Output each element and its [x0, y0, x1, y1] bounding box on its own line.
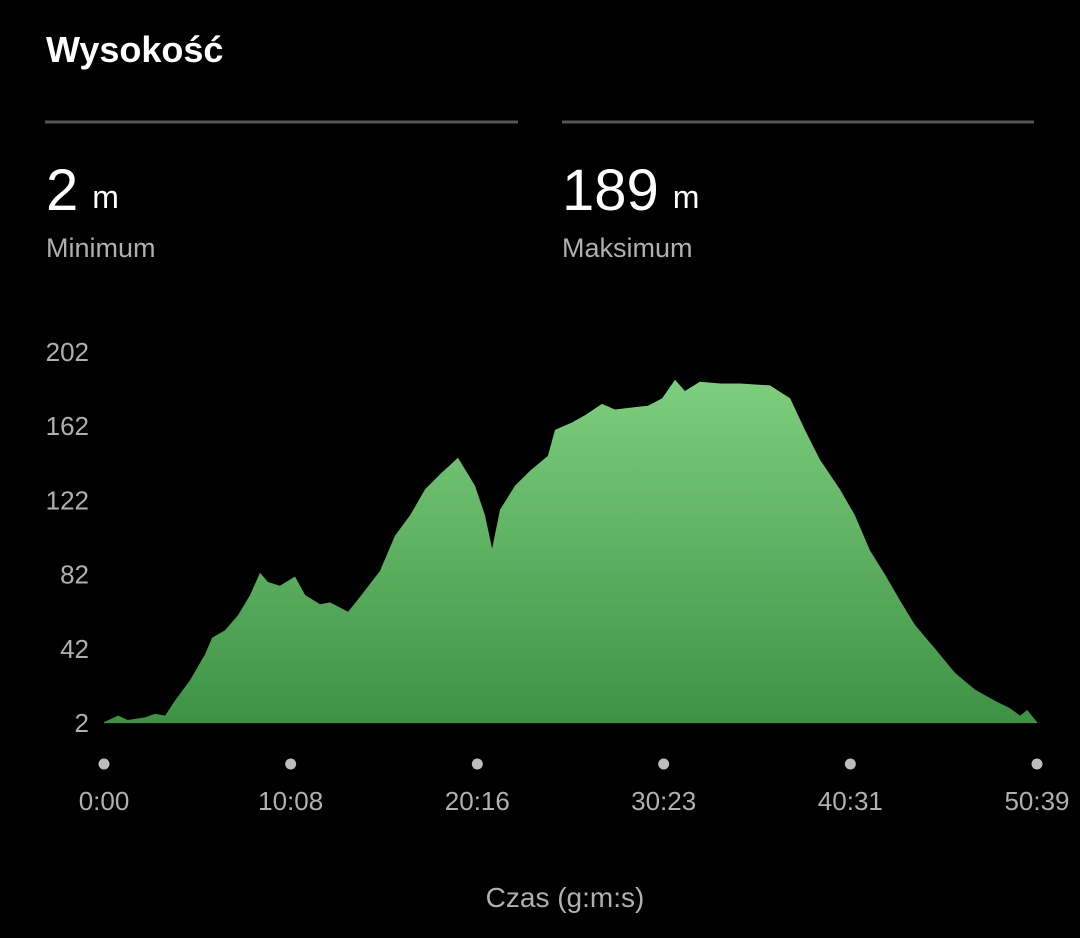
- stat-label: Minimum: [46, 233, 156, 263]
- title: Wysokość: [46, 29, 223, 70]
- elevation-area: [104, 379, 1037, 723]
- x-tick-dot: [98, 758, 110, 770]
- stat-unit: m: [673, 179, 700, 215]
- x-tick-label: 20:16: [445, 786, 510, 816]
- x-tick-label: 40:31: [818, 786, 883, 816]
- x-tick-dot: [844, 758, 856, 770]
- y-tick-label: 42: [60, 634, 89, 664]
- x-tick-label: 30:23: [631, 786, 696, 816]
- y-tick-label: 82: [60, 560, 89, 590]
- x-tick-dot: [658, 758, 670, 770]
- x-tick-label: 50:39: [1004, 786, 1069, 816]
- x-tick-label: 0:00: [79, 786, 130, 816]
- y-tick-label: 162: [46, 411, 89, 441]
- stat-value: 2: [46, 158, 78, 223]
- stat-unit: m: [92, 179, 119, 215]
- x-tick-dot: [471, 758, 483, 770]
- x-tick-dot: [1031, 758, 1043, 770]
- y-tick-label: 2: [75, 708, 89, 738]
- y-tick-label: 122: [46, 485, 89, 515]
- stat-value: 189: [562, 158, 659, 223]
- x-tick-dot: [285, 758, 297, 770]
- y-tick-label: 202: [46, 337, 89, 367]
- stat-label: Maksimum: [562, 233, 693, 263]
- x-axis-label: Czas (g:m:s): [486, 882, 645, 913]
- x-tick-label: 10:08: [258, 786, 323, 816]
